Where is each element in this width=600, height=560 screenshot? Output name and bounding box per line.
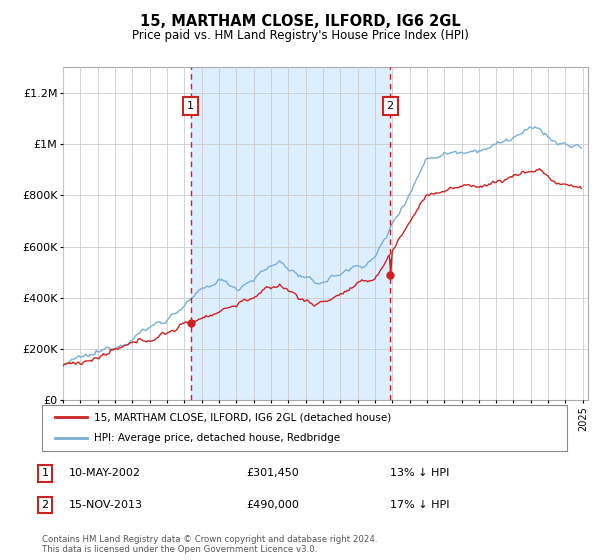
Text: 1: 1 (187, 101, 194, 111)
Text: £490,000: £490,000 (246, 500, 299, 510)
Text: Contains HM Land Registry data © Crown copyright and database right 2024.
This d: Contains HM Land Registry data © Crown c… (42, 535, 377, 554)
Text: 2: 2 (41, 500, 49, 510)
Bar (191, 67, 390, 400)
Text: 2: 2 (386, 101, 394, 111)
Text: 17% ↓ HPI: 17% ↓ HPI (390, 500, 449, 510)
Text: £301,450: £301,450 (246, 468, 299, 478)
FancyBboxPatch shape (42, 405, 567, 451)
Text: 10-MAY-2002: 10-MAY-2002 (69, 468, 141, 478)
Text: 13% ↓ HPI: 13% ↓ HPI (390, 468, 449, 478)
Text: 15-NOV-2013: 15-NOV-2013 (69, 500, 143, 510)
Text: HPI: Average price, detached house, Redbridge: HPI: Average price, detached house, Redb… (95, 433, 341, 444)
Text: 15, MARTHAM CLOSE, ILFORD, IG6 2GL (detached house): 15, MARTHAM CLOSE, ILFORD, IG6 2GL (deta… (95, 412, 392, 422)
Text: Price paid vs. HM Land Registry's House Price Index (HPI): Price paid vs. HM Land Registry's House … (131, 29, 469, 42)
Text: 1: 1 (41, 468, 49, 478)
Text: 15, MARTHAM CLOSE, ILFORD, IG6 2GL: 15, MARTHAM CLOSE, ILFORD, IG6 2GL (140, 14, 460, 29)
